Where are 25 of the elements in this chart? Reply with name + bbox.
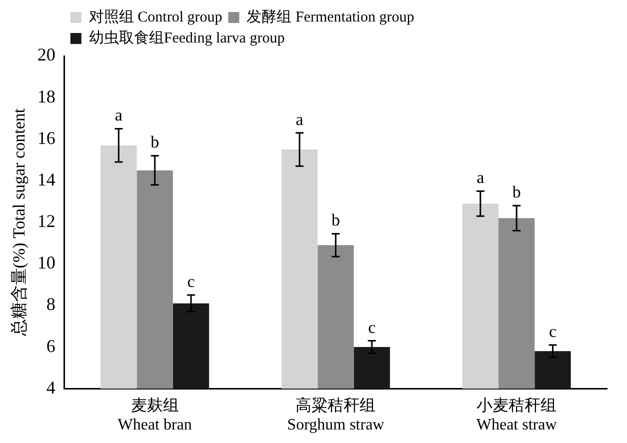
y-tick-label: 8: [46, 294, 56, 314]
y-tick-label: 6: [46, 336, 56, 356]
data-label: b: [331, 210, 340, 230]
legend-label: 发酵组 Fermentation group: [246, 8, 414, 26]
data-label: a: [114, 106, 123, 125]
data-label: a: [476, 168, 485, 188]
y-axis-title: 总糖含量(%) Total sugar content: [10, 108, 29, 338]
x-tick-label: 高粱秸秆组 Sorghum straw: [287, 396, 385, 434]
x-tick-label: 麦麸组 Wheat bran: [118, 396, 192, 434]
data-label: b: [150, 132, 160, 152]
y-tick-label: 14: [37, 169, 56, 190]
data-label: c: [548, 322, 557, 341]
legend-label: 幼虫取食组Feeding larva group: [88, 29, 285, 46]
y-tick-label: 16: [37, 128, 56, 148]
data-label: b: [512, 182, 521, 202]
data-label: c: [187, 272, 196, 292]
y-tick-label: 4: [46, 377, 56, 398]
data-label: c: [368, 318, 376, 337]
legend-label: 对照组 Control group: [88, 8, 222, 26]
x-tick-label: 小麦秸秆组 Wheat straw: [476, 396, 558, 434]
data-label: a: [296, 110, 304, 129]
y-tick-label: 10: [37, 252, 56, 273]
y-tick-label: 12: [37, 211, 56, 232]
y-tick-label: 18: [37, 86, 56, 106]
y-tick-label: 20: [37, 44, 56, 65]
